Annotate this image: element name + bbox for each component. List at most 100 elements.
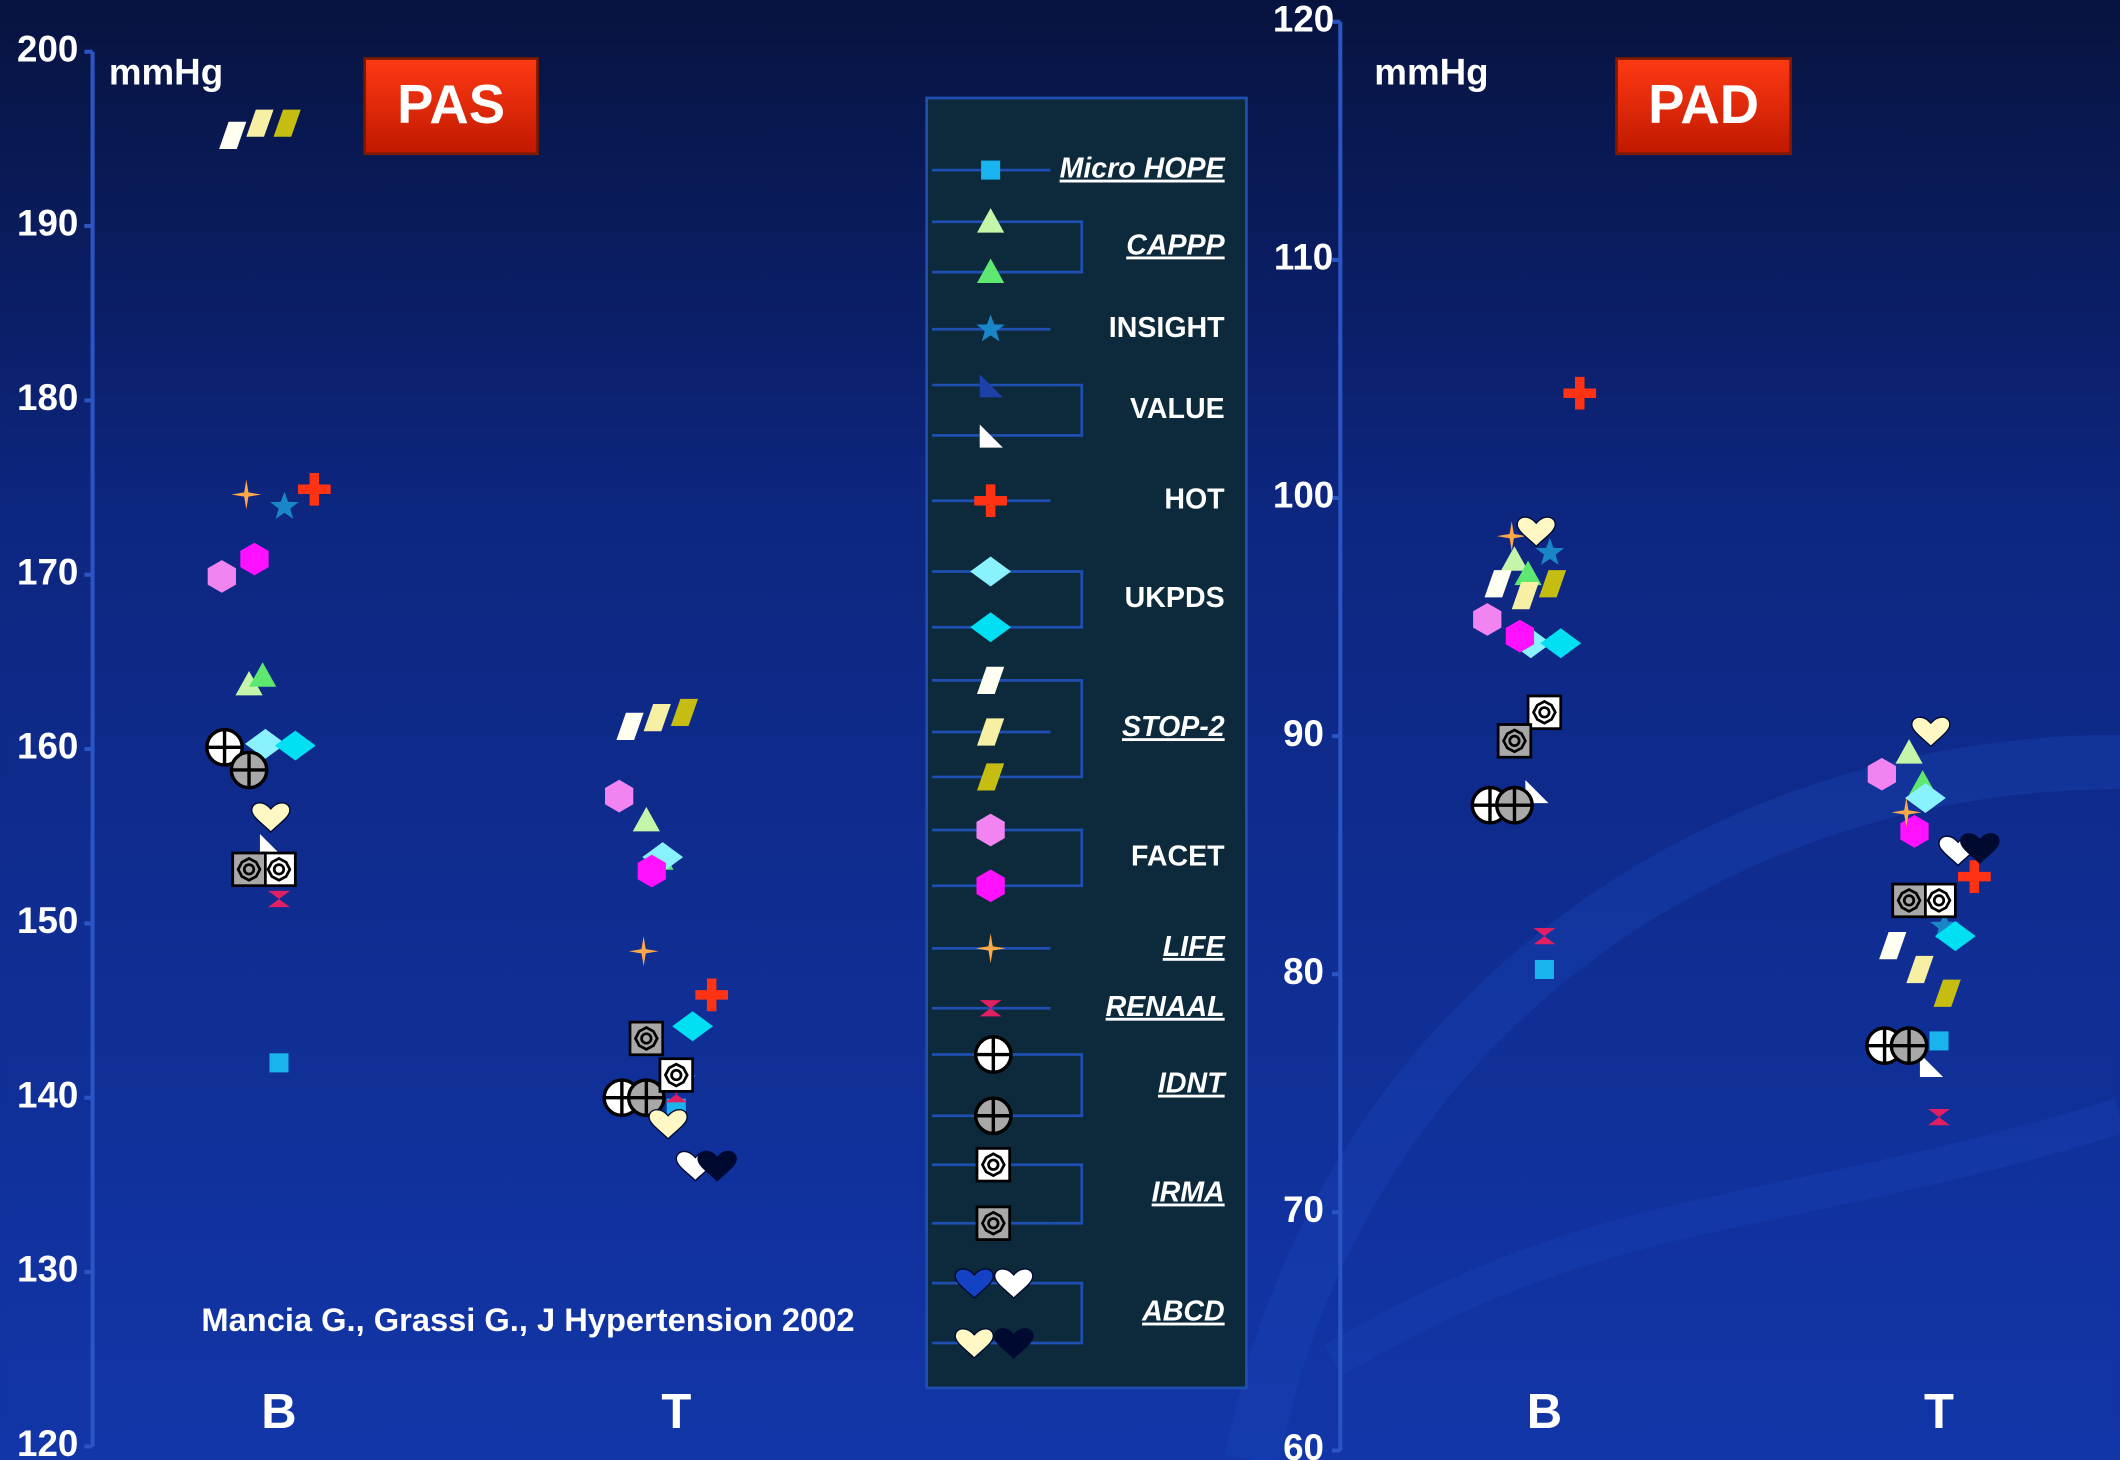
legend-marker [974,484,1007,518]
citation: Mancia G., Grassi G., J Hypertension 200… [201,1301,854,1338]
data-point [670,698,699,727]
data-point [1867,757,1896,791]
y-tick-label: 160 [17,726,78,767]
marker-body [974,484,1007,518]
marker-detail [206,729,243,765]
marker-body [1960,833,2000,864]
marker-body [231,479,262,510]
marker-body [219,121,247,149]
data-point [632,806,660,832]
legend-bracket [1050,570,1084,629]
data-point [231,479,262,510]
legend-marker [975,1205,1012,1241]
legend-marker [976,258,1005,284]
marker-body [1958,860,1991,893]
legend-marker [976,813,1005,847]
data-point [1929,1031,1949,1051]
legend-bracket [1050,383,1084,437]
marker-body [1514,560,1542,586]
y-tick-label: 100 [1273,475,1334,516]
marker-body [1516,516,1556,548]
legend-marker [976,208,1005,233]
marker-body [1563,376,1597,410]
data-point [1934,921,1976,952]
marker-detail [1496,787,1533,823]
marker-body [628,936,659,967]
data-point [205,727,244,767]
legend-marker [981,160,1001,180]
legend-marker [976,666,1005,694]
legend-marker [970,612,1012,643]
data-point [616,712,644,740]
marker-detail [628,1080,665,1116]
data-point [1534,959,1554,980]
marker-detail [975,1098,1012,1134]
data-point [1960,833,2000,864]
legend-bracket [1050,678,1084,779]
data-point [1516,516,1556,548]
marker-body [1919,1053,1944,1077]
legend-label: CAPPP [1126,230,1225,262]
marker-body [1930,911,1959,939]
marker-body [976,258,1005,284]
data-point [648,1109,688,1140]
y-tick-label: 90 [1283,713,1324,754]
marker-detail [236,856,262,882]
marker-body [1533,927,1556,945]
x-tick-label: B [1527,1385,1562,1439]
marker-body [273,109,301,137]
marker-body [976,869,1005,903]
data-point [1911,716,1951,748]
legend-marker [979,424,1003,448]
marker-body [246,109,274,137]
y-tick-label: 110 [1274,237,1333,278]
legend-marker [973,1035,1013,1074]
marker-detail [1538,706,1551,719]
marker-body [979,374,1003,398]
data-point [643,704,671,732]
marker-body [979,424,1003,448]
x-tick-label: B [261,1385,296,1439]
marker-detail [670,1068,683,1082]
marker-body [975,933,1006,964]
marker-body [976,208,1005,233]
data-point [1900,815,1929,848]
data-point [642,842,684,873]
marker-body [1511,582,1539,610]
data-point [605,779,634,813]
decor-swoosh [1324,1098,2120,1376]
data-point [261,851,297,888]
data-point [235,670,263,696]
legend-marker [954,1328,995,1359]
y-tick-label: 180 [17,377,78,418]
unit-label: mmHg [109,52,223,93]
marker-body [954,1268,995,1300]
data-point [1921,882,1957,919]
marker-body [976,763,1005,791]
marker-detail [242,863,256,876]
marker-body [1879,932,1907,960]
data-point [626,1078,666,1118]
data-point [1906,955,1934,984]
data-point [298,472,331,506]
y-tick-label: 170 [17,551,78,592]
marker-body [1505,619,1535,653]
marker-body [670,698,699,727]
legend-bracket [1050,828,1084,888]
marker-body [697,1150,737,1182]
data-point [1879,932,1907,960]
marker-detail [987,1158,1000,1171]
legend-marker [954,1268,995,1300]
data-point [1511,582,1539,610]
marker-detail [640,1032,653,1045]
data-point [1538,570,1567,598]
marker-body [268,890,290,908]
data-point [269,1053,289,1073]
data-point [240,542,269,576]
data-point [249,662,277,687]
y-tick-label: 120 [17,1423,78,1460]
legend-label: UKPDS [1125,582,1225,614]
data-point [695,978,728,1012]
marker-detail [987,1217,1000,1230]
legend-label: HOT [1164,483,1225,515]
